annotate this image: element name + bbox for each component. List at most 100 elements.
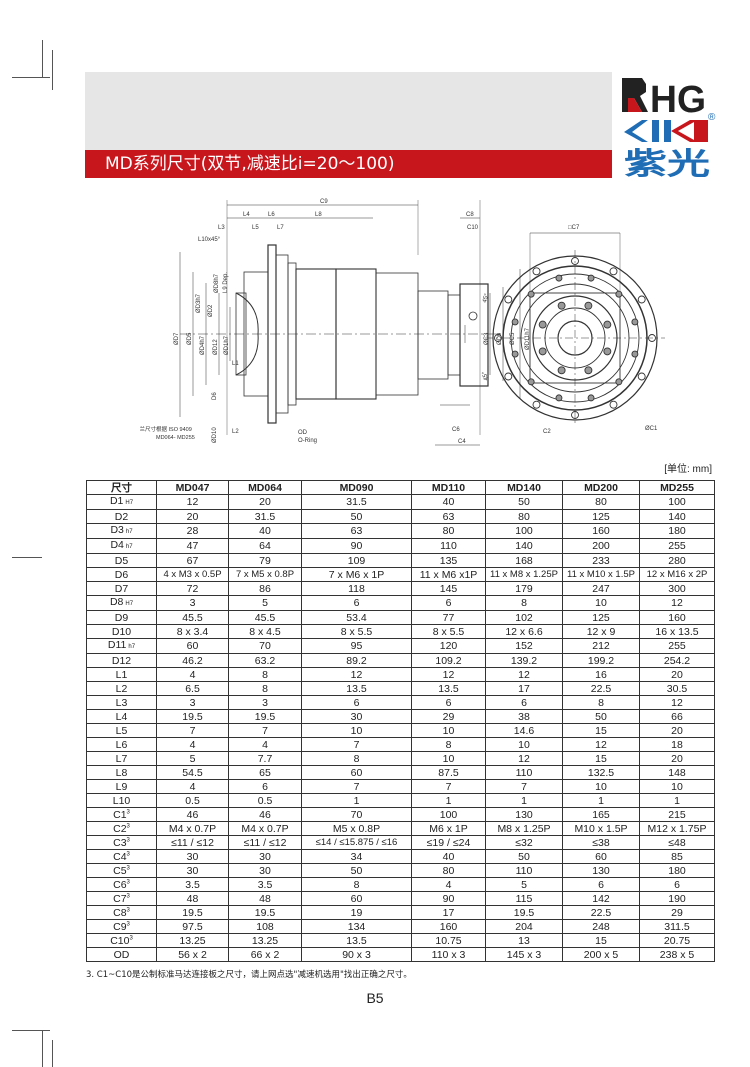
label-d12: ØD12 (213, 339, 219, 355)
row-label-text: C1 (113, 808, 127, 821)
label-c6: C6 (452, 427, 460, 433)
tolerance-subscript: h7 (125, 529, 133, 535)
table-row: C23 M4 x 0.7P M4 x 0.7P M5 x 0.8P M6 x 1P M8 … (86, 821, 715, 836)
bolt-hole (511, 350, 519, 358)
table-cell: 11 x M6 x1P (411, 567, 486, 582)
table-row: D11 h7 60 70 95 120 152 212 255 (86, 638, 715, 654)
table-cell: 40 (411, 849, 486, 864)
footnote-superscript: 3 (126, 907, 130, 913)
row-label-text: D6 (114, 568, 129, 581)
table-cell: 109 (301, 553, 412, 568)
row-label: C53 (86, 863, 157, 878)
table-cell: 130 (485, 807, 563, 822)
row-label: D3 h7 (86, 523, 157, 539)
label-angle-2: 45° (482, 370, 490, 381)
row-label: L1 (86, 667, 157, 682)
row-label: C93 (86, 919, 157, 934)
table-cell: M8 x 1.25P (485, 821, 563, 836)
footnote-superscript: 3 (126, 921, 130, 927)
table-row: C93 97.5 108 134 160 204 248 311.5 (86, 919, 715, 934)
table-cell: 65 (228, 765, 302, 780)
registered-mark: ® (708, 112, 716, 123)
table-cell: 5 (156, 751, 229, 766)
label-c8: C8 (466, 212, 474, 218)
table-cell: 13.25 (156, 933, 229, 948)
table-header-row: 尺寸 MD047 MD064 MD090 MD110 MD140 MD200 MD255 (86, 480, 715, 495)
table-row: L1 4 8 12 12 12 16 20 (86, 667, 715, 682)
table-cell: 190 (639, 891, 715, 906)
table-cell: 145 x 3 (485, 947, 563, 962)
table-cell: M12 x 1.75P (639, 821, 715, 836)
table-cell: 12 (639, 595, 715, 611)
row-label-text: D10 (111, 625, 132, 638)
table-cell: 125 (562, 610, 640, 625)
table-cell: 109.2 (411, 653, 486, 668)
table-cell: 4 (228, 737, 302, 752)
table-cell: 19.5 (485, 905, 563, 920)
table-cell: 8 x 5.5 (411, 624, 486, 639)
header-banner (85, 72, 612, 150)
table-cell: 12 (562, 737, 640, 752)
table-cell: 12 (485, 667, 563, 682)
row-label: C23 (86, 821, 157, 836)
table-cell: 72 (156, 581, 229, 596)
table-cell: 60 (301, 765, 412, 780)
table-cell: 50 (485, 494, 563, 510)
row-label: D6 (86, 567, 157, 582)
table-cell: 11 x M8 x 1.25P (485, 567, 563, 582)
label-l5: L5 (252, 225, 259, 231)
table-cell: 6 (411, 695, 486, 710)
table-cell: 142 (562, 891, 640, 906)
table-cell: 16 x 13.5 (639, 624, 715, 639)
table-cell: 60 (562, 849, 640, 864)
row-label-text: D7 (114, 582, 129, 595)
label-l10: L10x45° (198, 237, 221, 243)
table-cell: 53.4 (301, 610, 412, 625)
table-cell: 7 (485, 779, 563, 794)
table-cell: 1 (639, 793, 715, 808)
row-label: L4 (86, 709, 157, 724)
table-cell: 63 (411, 509, 486, 524)
row-label-text: D12 (111, 654, 132, 667)
table-cell: 311.5 (639, 919, 715, 934)
table-row: D4 h7 47 64 90 110 140 200 255 (86, 538, 715, 554)
row-label-text: OD (113, 948, 130, 961)
table-cell: 40 (411, 494, 486, 510)
table-cell: 19.5 (156, 905, 229, 920)
table-cell: 85 (639, 849, 715, 864)
row-label: OD (86, 947, 157, 962)
table-cell: 6 (228, 779, 302, 794)
table-cell: 8 (411, 737, 486, 752)
table-cell: 19.5 (228, 905, 302, 920)
table-cell: 8 (301, 751, 412, 766)
bolt-hole (511, 318, 519, 326)
table-cell: 30 (228, 863, 302, 878)
table-cell: M10 x 1.5P (562, 821, 640, 836)
footnote-superscript: 3 (126, 879, 130, 885)
bolt-hole (557, 366, 566, 375)
row-label: L9 (86, 779, 157, 794)
table-cell: 63.2 (228, 653, 302, 668)
table-cell: 50 (562, 709, 640, 724)
table-cell: 54.5 (156, 765, 229, 780)
bolt-hole (538, 320, 547, 329)
table-cell: 46.2 (156, 653, 229, 668)
row-label: D1 H7 (86, 494, 157, 510)
bolt-hole (584, 366, 593, 375)
table-cell: 80 (562, 494, 640, 510)
row-label: D11 h7 (86, 638, 157, 654)
row-label-text: C7 (113, 892, 127, 905)
table-row: L9 4 6 7 7 7 10 10 (86, 779, 715, 794)
label-d6: D6 (212, 392, 218, 400)
bolt-hole (494, 334, 502, 342)
table-cell: 19.5 (228, 709, 302, 724)
row-label-text: L10 (112, 794, 131, 807)
row-label: C83 (86, 905, 157, 920)
table-cell: 7 (228, 723, 302, 738)
bolt-hole (615, 378, 623, 386)
table-row: D3 h7 28 40 63 80 100 160 180 (86, 523, 715, 539)
table-cell: 12 (485, 751, 563, 766)
table-cell: 10 (639, 779, 715, 794)
table-cell: 11 x M10 x 1.5P (562, 567, 640, 582)
bolt-hole (631, 318, 639, 326)
